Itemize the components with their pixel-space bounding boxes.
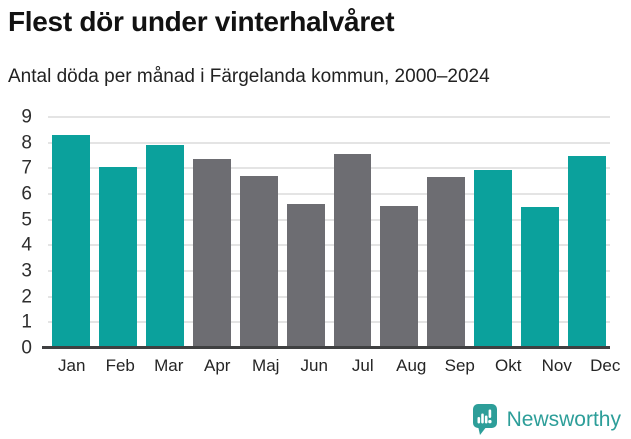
x-tick-label-mar: Mar xyxy=(154,356,184,375)
gridline-3 xyxy=(48,270,610,273)
bar-maj xyxy=(239,176,278,348)
bar-mar xyxy=(145,145,184,348)
y-tick-label-9: 9 xyxy=(21,106,32,128)
bar-feb xyxy=(98,167,137,348)
bar-aug xyxy=(380,205,419,348)
x-axis-line xyxy=(42,346,610,349)
brand-name: Newsworthy xyxy=(506,407,621,431)
brand-footer: Newsworthy xyxy=(472,403,621,436)
x-tick-label-aug: Aug xyxy=(396,356,427,375)
x-tick-label-maj: Maj xyxy=(252,356,280,375)
chart-subtitle: Antal döda per månad i Färgelanda kommun… xyxy=(8,66,490,87)
y-tick-label-8: 8 xyxy=(21,132,32,154)
gridline-7 xyxy=(48,167,610,170)
x-tick-label-jan: Jan xyxy=(58,356,86,375)
y-axis-labels: 0 1 2 3 4 5 6 7 8 9 xyxy=(0,108,38,358)
x-tick-label-okt: Okt xyxy=(495,356,522,375)
gridline-1 xyxy=(48,321,610,324)
bar-okt xyxy=(474,169,513,348)
gridline-6 xyxy=(48,193,610,196)
y-tick-label-2: 2 xyxy=(21,286,32,308)
gridline-9 xyxy=(48,116,610,118)
gridline-4 xyxy=(48,244,610,247)
bar-jul xyxy=(333,154,372,348)
x-tick-label-apr: Apr xyxy=(204,356,231,375)
y-tick-label-4: 4 xyxy=(21,234,32,256)
y-tick-label-1: 1 xyxy=(21,311,32,333)
x-axis-labels: Jan Feb Mar Apr Maj Jun Jul Aug Sep Okt Nov Dec xyxy=(48,356,629,376)
x-tick-label-nov: Nov xyxy=(541,356,572,375)
bar-nov xyxy=(521,206,560,348)
y-tick-label-3: 3 xyxy=(21,260,32,282)
x-tick-label-dec: Dec xyxy=(590,356,621,375)
gridline-8 xyxy=(48,141,610,144)
y-tick-label-0: 0 xyxy=(21,337,32,359)
bar-jan xyxy=(52,134,90,348)
bars-container xyxy=(48,117,610,348)
chart-title: Flest dör under vinterhalvåret xyxy=(8,6,395,37)
x-tick-label-feb: Feb xyxy=(105,356,135,375)
y-tick-label-6: 6 xyxy=(21,183,32,205)
gridline-5 xyxy=(48,218,610,221)
bar-chart: 0 1 2 3 4 5 6 7 8 9 xyxy=(0,108,612,358)
bar-sep xyxy=(427,177,466,348)
bar-jun xyxy=(286,204,325,348)
x-tick-label-jul: Jul xyxy=(351,356,374,375)
gridline-2 xyxy=(48,295,610,298)
newsworthy-logo-icon xyxy=(472,404,497,435)
x-tick-label-sep: Sep xyxy=(444,356,475,375)
y-tick-label-5: 5 xyxy=(21,209,32,231)
plot-area xyxy=(48,116,610,348)
x-tick-label-jun: Jun xyxy=(300,356,328,375)
bar-apr xyxy=(192,159,231,348)
y-tick-label-7: 7 xyxy=(21,157,32,179)
bar-dec xyxy=(568,155,607,348)
